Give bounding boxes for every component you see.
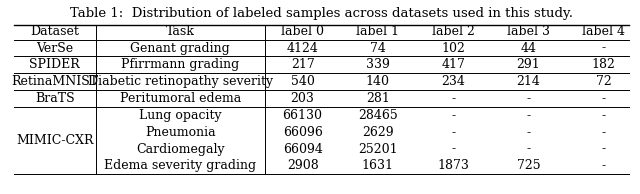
Text: BraTS: BraTS <box>35 92 75 105</box>
Text: 182: 182 <box>592 58 616 71</box>
Text: label 2: label 2 <box>432 24 475 37</box>
Text: Table 1:  Distribution of labeled samples across datasets used in this study.: Table 1: Distribution of labeled samples… <box>70 7 573 20</box>
Text: -: - <box>526 126 531 139</box>
Text: 66094: 66094 <box>283 143 323 156</box>
Text: Edema severity grading: Edema severity grading <box>104 159 257 172</box>
Text: -: - <box>451 126 455 139</box>
Text: 140: 140 <box>366 75 390 88</box>
Text: 2629: 2629 <box>362 126 394 139</box>
Text: 28465: 28465 <box>358 109 398 122</box>
Text: Cardiomegaly: Cardiomegaly <box>136 143 225 156</box>
Text: 339: 339 <box>366 58 390 71</box>
Text: 102: 102 <box>441 42 465 55</box>
Text: -: - <box>451 109 455 122</box>
Text: Lung opacity: Lung opacity <box>139 109 221 122</box>
Text: 291: 291 <box>516 58 540 71</box>
Text: Genant grading: Genant grading <box>131 42 230 55</box>
Text: 74: 74 <box>370 42 386 55</box>
Text: -: - <box>526 143 531 156</box>
Text: 44: 44 <box>520 42 536 55</box>
Text: 2908: 2908 <box>287 159 319 172</box>
Text: 214: 214 <box>516 75 540 88</box>
Text: Pfirrmann grading: Pfirrmann grading <box>121 58 239 71</box>
Text: 66096: 66096 <box>283 126 323 139</box>
Text: label 1: label 1 <box>356 24 399 37</box>
Text: MIMIC-CXR: MIMIC-CXR <box>16 134 93 147</box>
Text: Task: Task <box>166 24 195 37</box>
Text: 25201: 25201 <box>358 143 397 156</box>
Text: 66130: 66130 <box>283 109 323 122</box>
Text: -: - <box>602 126 606 139</box>
Text: 725: 725 <box>516 159 540 172</box>
Text: Dataset: Dataset <box>30 24 79 37</box>
Text: -: - <box>451 143 455 156</box>
Text: 72: 72 <box>596 75 612 88</box>
Text: label 0: label 0 <box>281 24 324 37</box>
Text: 1631: 1631 <box>362 159 394 172</box>
Text: -: - <box>526 109 531 122</box>
Text: 234: 234 <box>441 75 465 88</box>
Text: Peritumoral edema: Peritumoral edema <box>120 92 241 105</box>
Text: 1873: 1873 <box>437 159 469 172</box>
Text: -: - <box>451 92 455 105</box>
Text: label 3: label 3 <box>507 24 550 37</box>
Text: 203: 203 <box>291 92 314 105</box>
Text: 417: 417 <box>441 58 465 71</box>
Text: -: - <box>602 159 606 172</box>
Text: 540: 540 <box>291 75 314 88</box>
Text: 4124: 4124 <box>287 42 319 55</box>
Text: 217: 217 <box>291 58 314 71</box>
Text: -: - <box>602 109 606 122</box>
Text: SPIDER: SPIDER <box>29 58 80 71</box>
Text: RetinaMNIST: RetinaMNIST <box>12 75 99 88</box>
Text: Diabetic retinopathy severity: Diabetic retinopathy severity <box>88 75 273 88</box>
Text: label 4: label 4 <box>582 24 625 37</box>
Text: -: - <box>526 92 531 105</box>
Text: VerSe: VerSe <box>36 42 74 55</box>
Text: -: - <box>602 92 606 105</box>
Text: Pneumonia: Pneumonia <box>145 126 216 139</box>
Text: 281: 281 <box>366 92 390 105</box>
Text: -: - <box>602 42 606 55</box>
Text: -: - <box>602 143 606 156</box>
